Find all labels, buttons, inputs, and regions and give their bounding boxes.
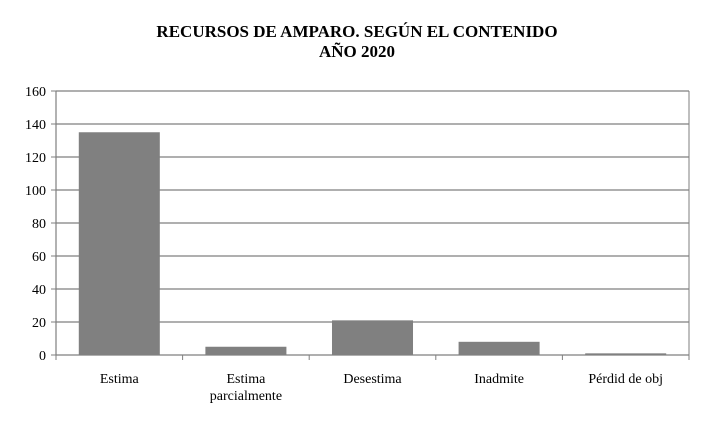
x-tick-label: Estima [100,372,140,387]
y-tick-label: 120 [25,151,46,166]
y-tick-label: 60 [32,250,46,265]
x-tick-label: Desestima [343,372,402,387]
bar [458,341,540,355]
y-tick-label: 0 [39,349,46,364]
y-tick-label: 40 [32,283,46,298]
y-tick-label: 100 [25,184,46,199]
x-tick-label: Inadmite [474,372,524,387]
y-tick-label: 140 [25,118,46,133]
chart-title: RECURSOS DE AMPARO. SEGÚN EL CONTENIDO A… [0,22,714,62]
bar [205,346,287,355]
chart-title-line-2: AÑO 2020 [318,42,396,61]
bar [331,320,414,355]
bar [78,132,160,355]
chart-title-line-1: RECURSOS DE AMPARO. SEGÚN EL CONTENIDO [156,22,558,41]
x-tick-label: Pérdid de obj [588,372,663,387]
x-tick-label: Estima [226,372,266,387]
x-tick-label: parcialmente [210,389,282,404]
y-tick-label: 80 [32,217,46,232]
bar [585,353,667,355]
y-tick-label: 160 [25,85,46,100]
y-tick-label: 20 [32,316,46,331]
